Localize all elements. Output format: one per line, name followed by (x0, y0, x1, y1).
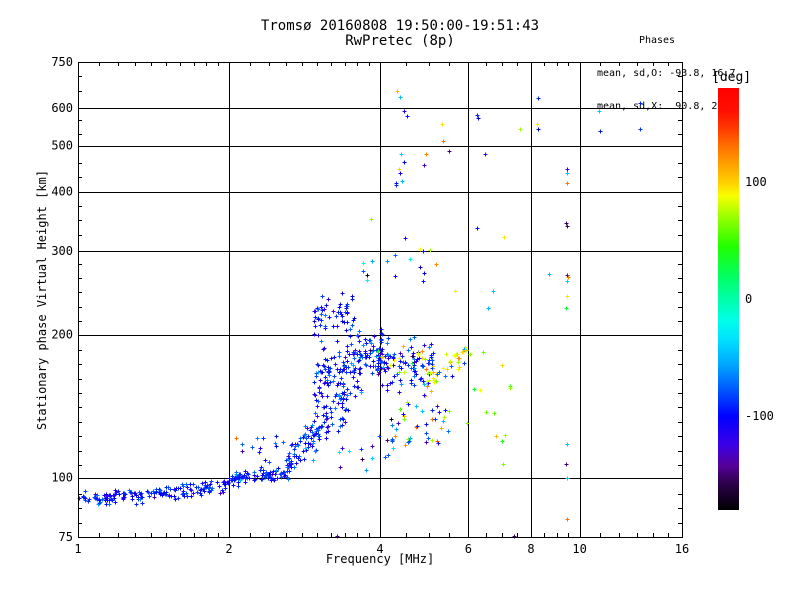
svg-text:750: 750 (51, 55, 73, 69)
colorbar-tick-label: 100 (745, 175, 767, 189)
svg-text:6: 6 (465, 542, 472, 556)
scatter-points (77, 89, 643, 539)
colorbar-tick-label: -100 (745, 409, 774, 423)
svg-text:10: 10 (572, 542, 586, 556)
svg-text:16: 16 (675, 542, 689, 556)
svg-text:300: 300 (51, 244, 73, 258)
svg-text:600: 600 (51, 101, 73, 115)
svg-text:100: 100 (51, 471, 73, 485)
svg-text:500: 500 (51, 139, 73, 153)
tick-labels: 1 2 4 6 8 10 16 75 100 200 300 400 500 600 750 (51, 55, 689, 556)
phase-stats-heading: Phases (638, 35, 676, 46)
axes-frame (78, 62, 683, 538)
svg-text:75: 75 (59, 530, 73, 544)
svg-text:4: 4 (376, 542, 383, 556)
colorbar: 100 0 -100 (718, 88, 774, 510)
colorbar-tick-label: 0 (745, 292, 752, 306)
svg-text:8: 8 (527, 542, 534, 556)
plot-subtitle: RwPretec (8p) (345, 33, 455, 49)
colorbar-label: [deg] (712, 70, 752, 85)
phase-stats-o-mode: mean, sd,O: -93.8, 16.7 (597, 68, 736, 79)
gridlines (78, 62, 682, 537)
svg-text:2: 2 (225, 542, 232, 556)
plot-title: Tromsø 20160808 19:50:00-19:51:43 (260, 18, 540, 34)
svg-text:400: 400 (51, 185, 73, 199)
svg-text:200: 200 (51, 328, 73, 342)
svg-text:1: 1 (74, 542, 81, 556)
x-axis-label: Frequency [MHz] (325, 552, 435, 566)
